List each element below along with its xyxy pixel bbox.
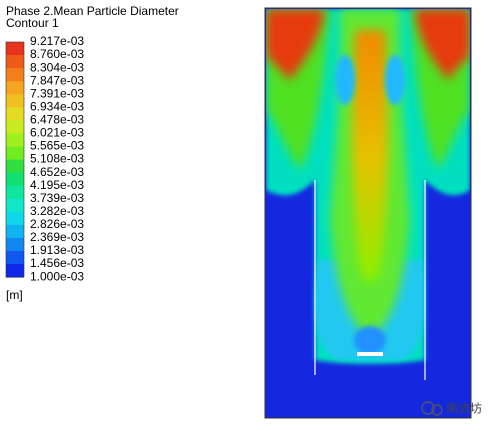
legend-label: 1.000e-03: [30, 269, 84, 283]
color-band: [6, 42, 24, 56]
color-band: [6, 107, 24, 121]
legend-label: 7.391e-03: [30, 86, 84, 100]
legend-label: 1.456e-03: [30, 256, 84, 270]
legend-subtitle: Contour 1: [6, 16, 59, 30]
color-band: [6, 55, 24, 69]
legend-label: 8.304e-03: [30, 60, 84, 74]
color-band: [6, 172, 24, 187]
legend-label: 1.913e-03: [30, 243, 84, 257]
color-band: [6, 120, 24, 134]
legend-label: 2.369e-03: [30, 230, 84, 244]
legend-label: 8.760e-03: [30, 47, 84, 61]
legend-label: 2.826e-03: [30, 217, 84, 231]
color-band: [6, 264, 24, 278]
legend-label: 6.478e-03: [30, 113, 84, 127]
legend-label: 3.282e-03: [30, 204, 84, 218]
color-band: [6, 68, 24, 82]
color-band: [6, 250, 24, 265]
color-band: [6, 133, 24, 147]
color-band: [6, 198, 24, 213]
color-band: [6, 146, 24, 161]
color-band: [6, 94, 24, 108]
color-band: [6, 159, 24, 174]
legend-label: 7.847e-03: [30, 73, 84, 87]
legend-label: 4.652e-03: [30, 165, 84, 179]
legend-label: 9.217e-03: [30, 34, 84, 48]
contour-plot: [264, 7, 472, 419]
color-band: [6, 211, 24, 226]
legend-label: 3.739e-03: [30, 191, 84, 205]
legend-label: 4.195e-03: [30, 178, 84, 192]
legend-label: 6.934e-03: [30, 99, 84, 113]
legend-unit: [m]: [6, 288, 23, 302]
color-band: [6, 81, 24, 95]
color-band: [6, 237, 24, 252]
color-bar-frame: [5, 41, 25, 278]
color-bar: 9.217e-038.760e-038.304e-037.847e-037.39…: [5, 34, 84, 283]
legend-label: 6.021e-03: [30, 126, 84, 140]
legend-label: 5.565e-03: [30, 139, 84, 153]
color-band: [6, 224, 24, 239]
watermark: 南流坊: [421, 401, 482, 416]
watermark-text: 南流坊: [446, 401, 482, 416]
legend-label: 5.108e-03: [30, 152, 84, 166]
color-band: [6, 185, 24, 200]
legend-title: Phase 2.Mean Particle Diameter: [6, 4, 179, 18]
